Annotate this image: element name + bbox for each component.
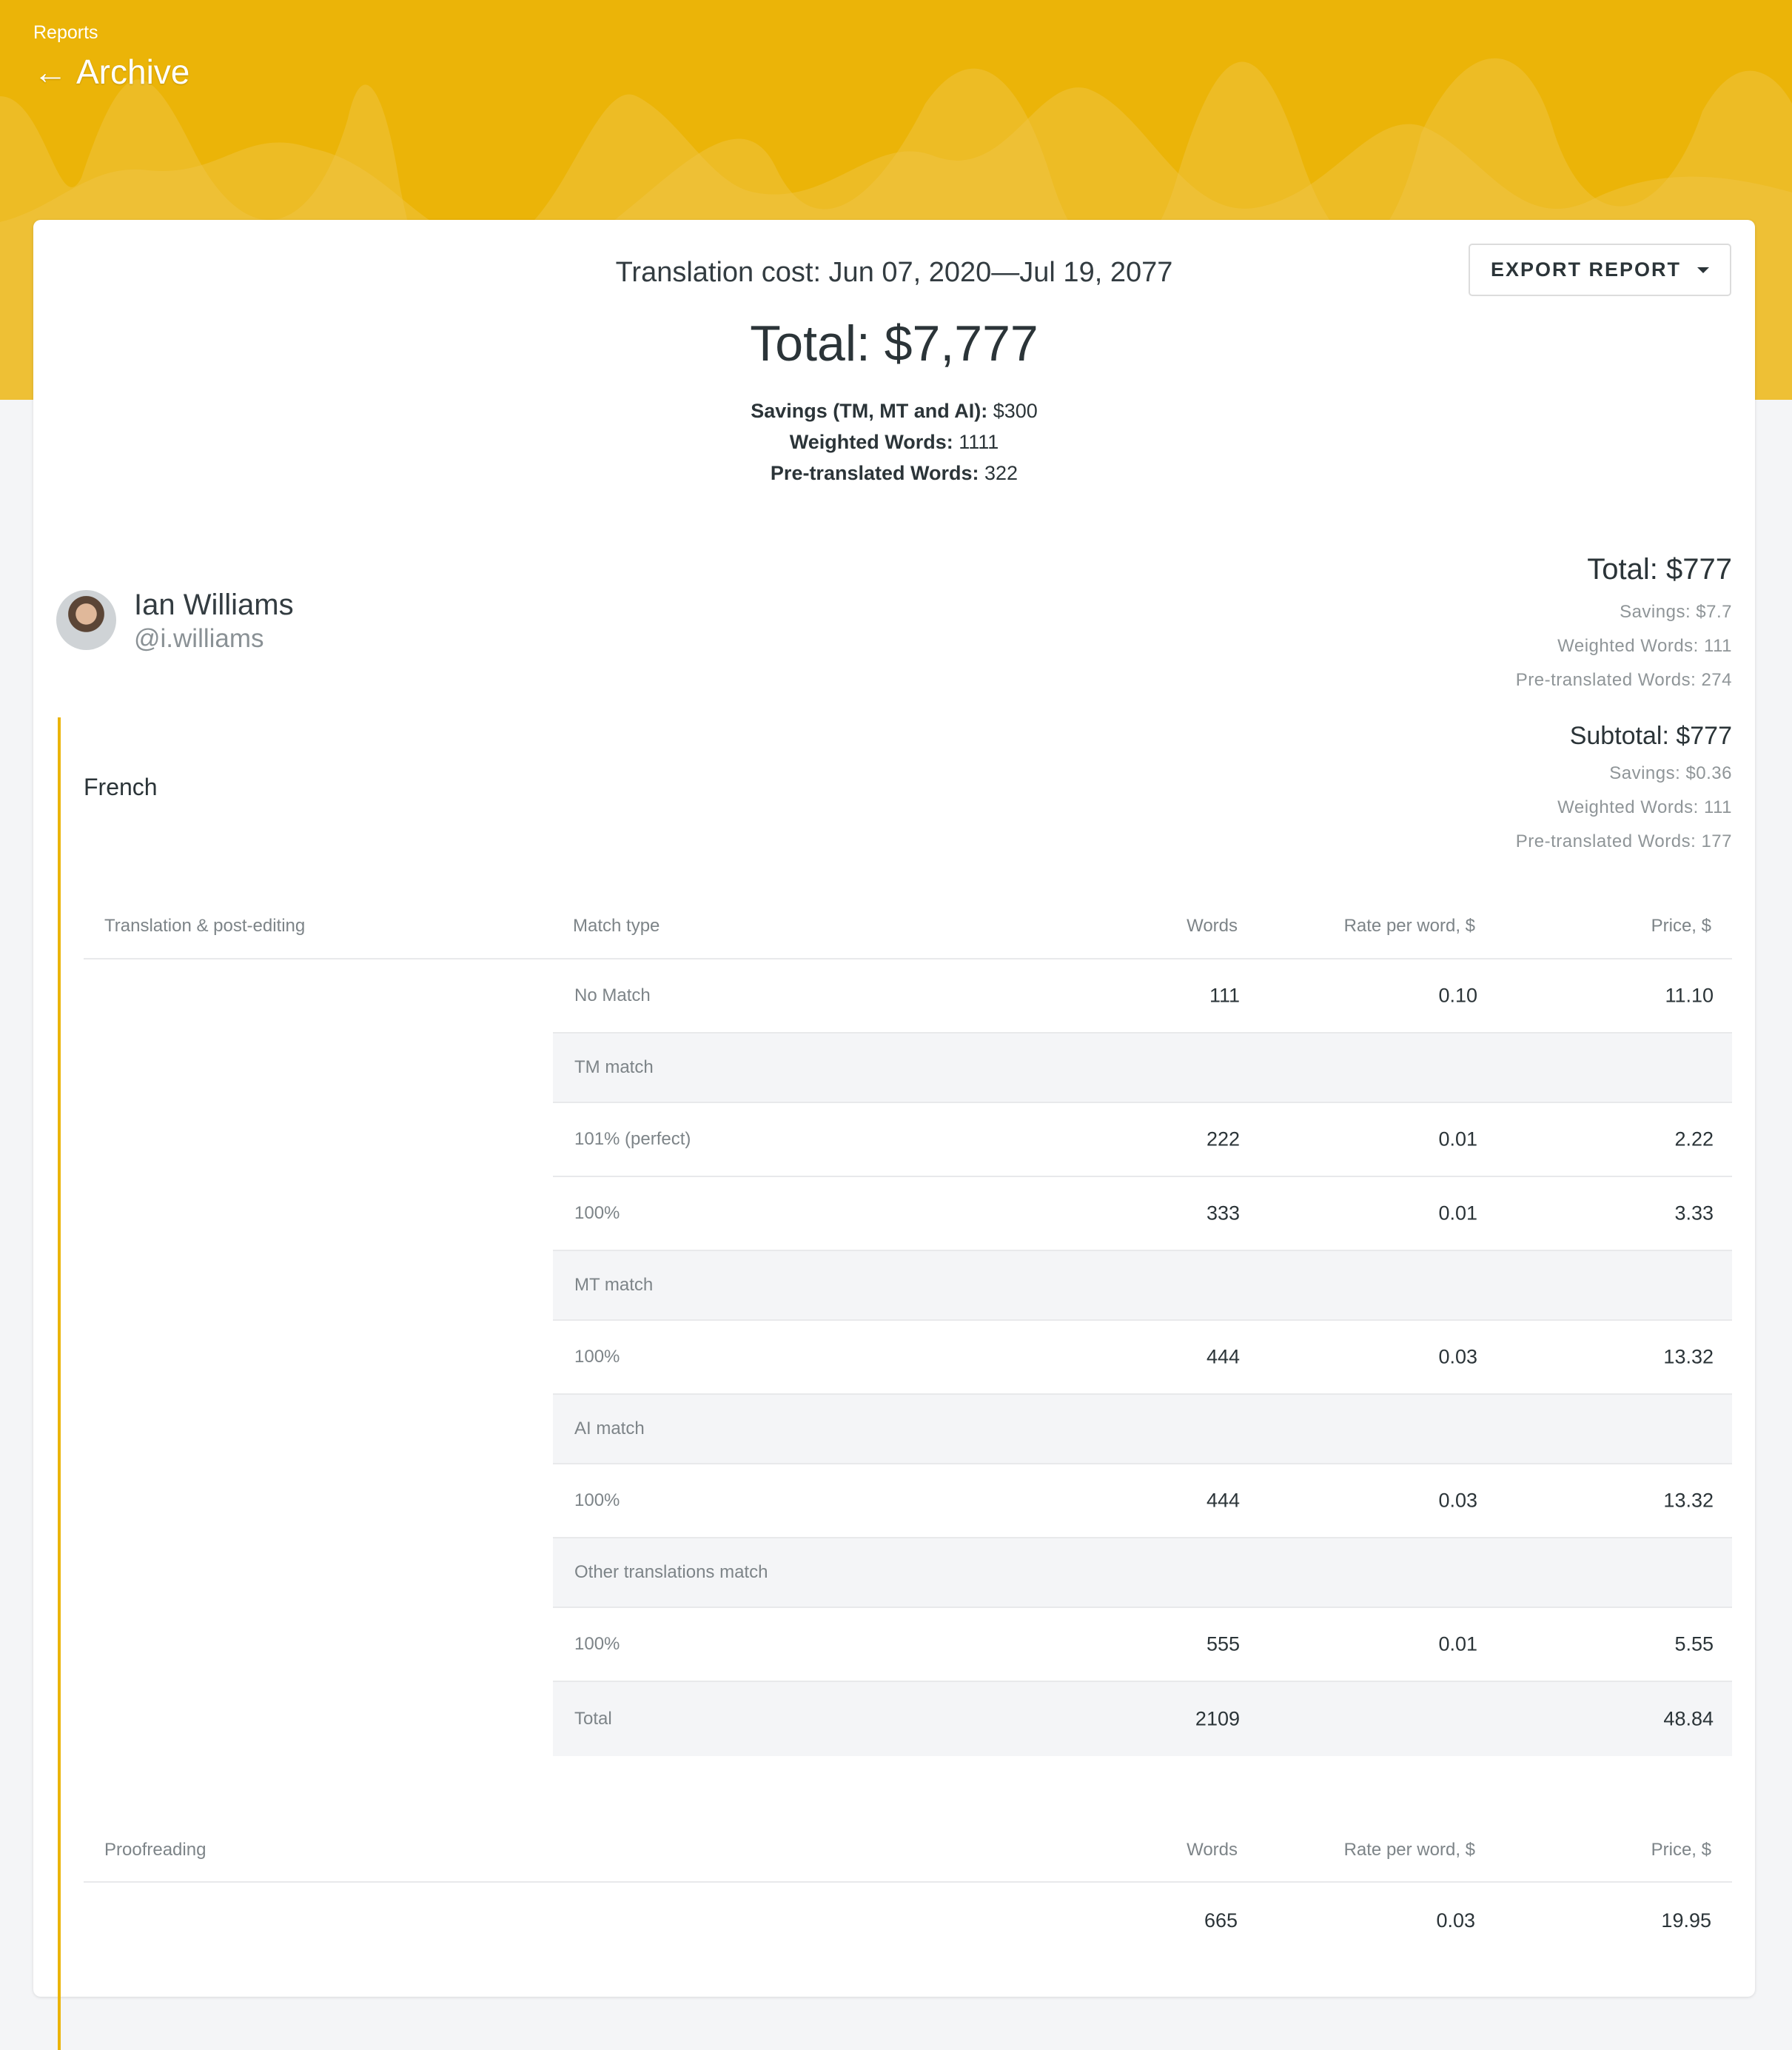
stat-label: Weighted Words: <box>789 431 953 453</box>
words-cell: 444 <box>1206 1345 1240 1368</box>
th-words: Words <box>1187 916 1238 936</box>
words-cell: 111 <box>1209 984 1240 1007</box>
group-row: AI match <box>553 1395 1732 1464</box>
match-type-cell: 100% <box>574 1203 620 1223</box>
report-title: Translation cost: Jun 07, 2020—Jul 19, 2… <box>615 257 1173 288</box>
group-row: TM match <box>553 1034 1732 1103</box>
group-row: Other translations match <box>553 1538 1732 1608</box>
th-proof-rate: Rate per word, $ <box>1343 1840 1475 1860</box>
rate-cell: 0.01 <box>1438 1202 1477 1225</box>
th-proof-price: Price, $ <box>1651 1840 1711 1860</box>
caret-down-icon <box>1697 267 1710 273</box>
stat-value: $300 <box>993 400 1038 422</box>
user-name: Ian Williams <box>134 589 294 621</box>
language-weighted-words: Weighted Words: 111 <box>1557 797 1732 817</box>
rate-cell: 0.10 <box>1438 984 1477 1007</box>
match-type-cell: Other translations match <box>574 1562 768 1582</box>
stat-value: 1111 <box>959 431 999 453</box>
user-weighted-words: Weighted Words: 111 <box>1557 636 1732 656</box>
grand-total: Total: $7,777 <box>750 315 1038 372</box>
table-row: 100% 444 0.03 13.32 <box>553 1321 1732 1395</box>
stat-label: Savings (TM, MT and AI): <box>751 400 988 422</box>
savings-stat: Savings (TM, MT and AI): $300 <box>33 400 1755 423</box>
translation-table: No Match 111 0.10 11.10 TM match 101% (perfec… <box>553 959 1732 1756</box>
stat-label: Pre-translated Words: <box>770 462 979 484</box>
price-cell: 11.10 <box>1665 984 1714 1007</box>
th-service: Translation & post-editing <box>104 916 306 936</box>
th-proof-words: Words <box>1187 1840 1238 1860</box>
price-cell: 48.84 <box>1663 1707 1714 1730</box>
table-row: 100% 333 0.01 3.33 <box>553 1177 1732 1251</box>
user-total: Total: $777 <box>1587 553 1732 586</box>
language-accent-bar <box>58 717 61 2050</box>
page-title-text: Archive <box>76 53 190 91</box>
table-row: No Match 111 0.10 11.10 <box>553 959 1732 1034</box>
stat-value: 322 <box>984 462 1019 484</box>
match-type-cell: AI match <box>574 1418 645 1438</box>
price-cell: 5.55 <box>1674 1632 1714 1655</box>
report-card: Translation cost: Jun 07, 2020—Jul 19, 2… <box>33 220 1755 2050</box>
price-cell: 3.33 <box>1674 1202 1714 1225</box>
th-price: Price, $ <box>1651 916 1711 936</box>
export-report-button[interactable]: EXPORT REPORT <box>1469 244 1731 296</box>
export-label: EXPORT REPORT <box>1490 258 1682 281</box>
th-proofreading: Proofreading <box>104 1840 207 1860</box>
price-cell: 13.32 <box>1663 1345 1714 1368</box>
language-savings: Savings: $0.36 <box>1609 763 1732 783</box>
match-type-cell: Total <box>574 1709 612 1729</box>
pretranslated-words-stat: Pre-translated Words: 322 <box>33 462 1755 485</box>
proof-price: 19.95 <box>1661 1909 1711 1932</box>
table-row: 100% 555 0.01 5.55 <box>553 1608 1732 1682</box>
match-type-cell: 100% <box>574 1490 620 1510</box>
words-cell: 333 <box>1206 1202 1240 1225</box>
price-cell: 13.32 <box>1663 1489 1714 1512</box>
price-cell: 2.22 <box>1674 1128 1714 1150</box>
match-type-cell: 101% (perfect) <box>574 1129 691 1149</box>
total-row: Total 2109 48.84 <box>553 1682 1732 1756</box>
avatar <box>56 590 116 650</box>
breadcrumb-reports[interactable]: Reports <box>33 22 98 43</box>
language-pretranslated-words: Pre-translated Words: 177 <box>1515 831 1732 851</box>
th-match-type: Match type <box>573 916 660 936</box>
match-type-cell: 100% <box>574 1634 620 1654</box>
rate-cell: 0.03 <box>1438 1345 1477 1368</box>
match-type-cell: TM match <box>574 1057 654 1077</box>
table-divider <box>84 958 1732 959</box>
page-title: ← Archive <box>33 52 189 92</box>
back-arrow-icon[interactable]: ← <box>33 53 67 91</box>
user-savings: Savings: $7.7 <box>1620 602 1732 622</box>
user-pretranslated-words: Pre-translated Words: 274 <box>1515 670 1732 690</box>
weighted-words-stat: Weighted Words: 1111 <box>33 431 1755 454</box>
proof-words: 665 <box>1204 1909 1238 1932</box>
proof-rate: 0.03 <box>1436 1909 1475 1932</box>
words-cell: 222 <box>1206 1128 1240 1150</box>
rate-cell: 0.01 <box>1438 1128 1477 1150</box>
match-type-cell: MT match <box>574 1275 654 1295</box>
language-name: French <box>84 774 158 800</box>
match-type-cell: 100% <box>574 1347 620 1367</box>
words-cell: 444 <box>1206 1489 1240 1512</box>
group-row: MT match <box>553 1251 1732 1321</box>
user-handle: @i.williams <box>134 624 264 653</box>
table-row: 100% 444 0.03 13.32 <box>553 1464 1732 1538</box>
words-cell: 555 <box>1206 1632 1240 1655</box>
th-rate: Rate per word, $ <box>1343 916 1475 936</box>
language-subtotal: Subtotal: $777 <box>1569 722 1732 750</box>
rate-cell: 0.01 <box>1438 1632 1477 1655</box>
table-divider <box>84 1881 1732 1883</box>
match-type-cell: No Match <box>574 985 651 1005</box>
table-row: 101% (perfect) 222 0.01 2.22 <box>553 1103 1732 1177</box>
words-cell: 2109 <box>1195 1707 1240 1730</box>
rate-cell: 0.03 <box>1438 1489 1477 1512</box>
